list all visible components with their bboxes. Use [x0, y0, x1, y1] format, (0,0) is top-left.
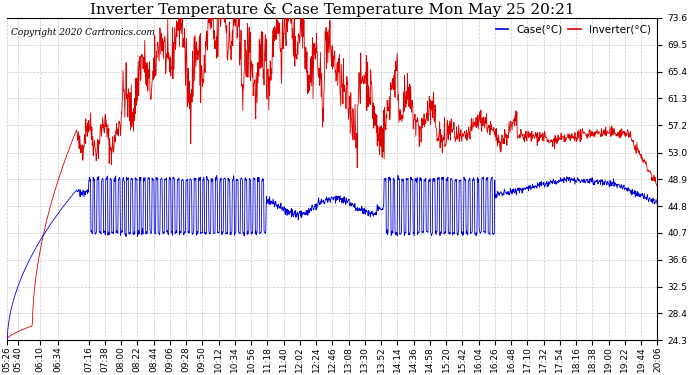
Text: Copyright 2020 Cartronics.com: Copyright 2020 Cartronics.com [10, 28, 155, 37]
Legend: Case(°C), Inverter(°C): Case(°C), Inverter(°C) [495, 25, 651, 35]
Title: Inverter Temperature & Case Temperature Mon May 25 20:21: Inverter Temperature & Case Temperature … [90, 3, 575, 17]
